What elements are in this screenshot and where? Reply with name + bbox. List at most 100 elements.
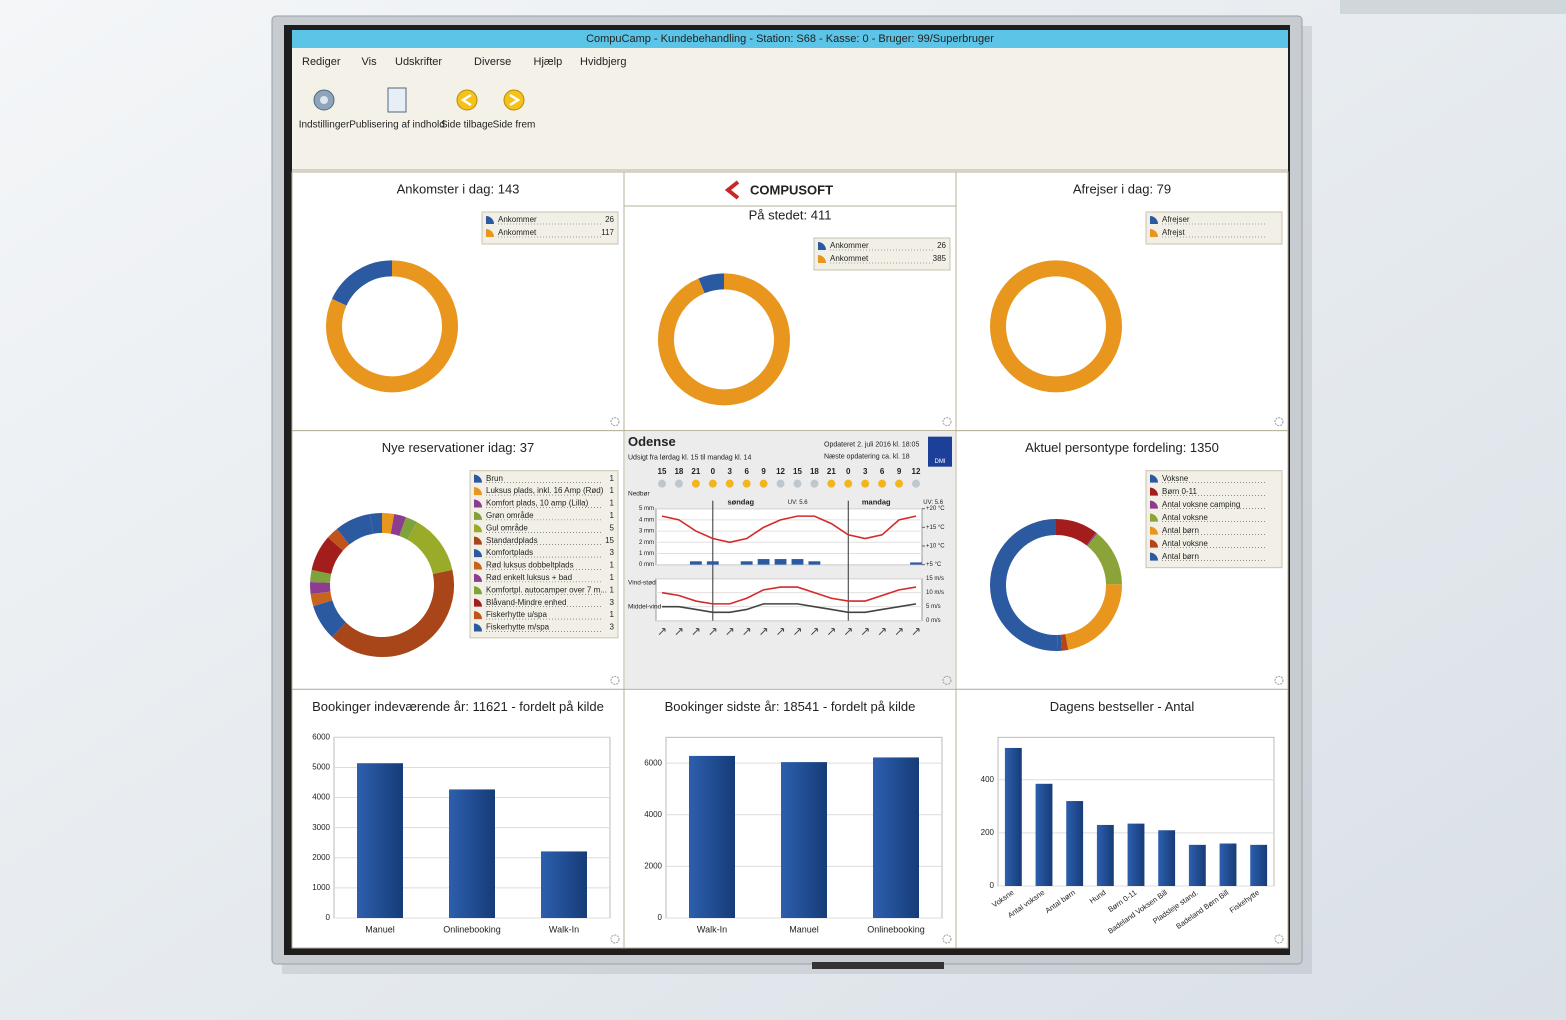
precip-bar — [706, 561, 719, 565]
legend-swatch — [474, 586, 482, 595]
panel-settings[interactable] — [610, 417, 620, 427]
precip-bar — [791, 559, 804, 565]
legend-value: 1 — [610, 511, 615, 520]
nav-arrow — [460, 93, 472, 107]
precip-bar — [757, 559, 770, 565]
donut-slice — [336, 514, 374, 545]
wind-arrow — [844, 628, 852, 636]
legend-label: Antal voksne camping — [1162, 500, 1240, 509]
precip-tick-label: 1 mm — [639, 551, 654, 557]
mean-wind-line — [662, 603, 917, 614]
weather-icon — [759, 479, 768, 488]
legend-value: 117 — [601, 228, 614, 237]
panel-settings[interactable] — [942, 417, 952, 427]
legend-swatch — [818, 255, 826, 263]
legend-value: 5 — [610, 523, 615, 532]
bar — [873, 757, 919, 918]
legend-label: Ankommer — [830, 241, 869, 250]
legend-swatch — [474, 524, 482, 533]
panel-settings[interactable] — [1274, 675, 1284, 685]
bar — [449, 789, 495, 918]
legend-label: Fiskerhytte u/spa — [486, 610, 547, 619]
bar — [781, 762, 827, 918]
donut-slice — [310, 591, 333, 607]
legend-value: 1 — [610, 610, 615, 619]
legend-label: Ankommet — [498, 228, 537, 237]
y-tick-label: 4000 — [644, 810, 662, 819]
panel-settings[interactable] — [1274, 934, 1284, 944]
menu-item[interactable]: Hjælp — [534, 56, 563, 68]
panel-settings[interactable] — [610, 675, 620, 685]
legend-label: Afrejser — [1162, 215, 1190, 224]
menu-item[interactable]: Hvidbjerg — [580, 56, 626, 68]
bar — [1219, 843, 1237, 886]
wind-tick-label: 15 m/s — [926, 576, 944, 582]
hour-label: 12 — [912, 467, 921, 476]
legend-value: 1 — [610, 573, 615, 582]
panel-settings[interactable] — [942, 675, 952, 685]
donut-slice — [390, 514, 406, 537]
legend-value: 1 — [610, 499, 615, 508]
weather-icon — [691, 479, 700, 488]
hour-label: 6 — [880, 467, 885, 476]
donut-slice — [311, 537, 344, 575]
precip-tick-label: 3 mm — [639, 529, 654, 535]
panel-settings[interactable] — [1274, 417, 1284, 427]
bar — [1035, 783, 1053, 886]
hour-label: 3 — [863, 467, 868, 476]
y-tick-label: 3000 — [312, 823, 330, 832]
donut-slice — [1064, 584, 1123, 650]
legend-label: Voksne — [1162, 474, 1189, 483]
y-tick-label: 6000 — [644, 758, 662, 767]
menu-item[interactable]: Rediger — [302, 56, 341, 68]
legend-value: 26 — [937, 241, 946, 250]
wind-arrow — [895, 628, 903, 636]
toolbar-label[interactable]: Side frem — [493, 120, 536, 131]
legend-label: Luksus plads, inkl. 16 Amp (Rød) — [486, 486, 604, 495]
panel-settings[interactable] — [610, 934, 620, 944]
legend-value: 3 — [610, 598, 615, 607]
weather-icon — [742, 479, 751, 488]
toolbar-label[interactable]: Indstillinger — [299, 120, 350, 131]
nav-icon — [503, 89, 525, 111]
donut-slice — [381, 513, 395, 534]
panel-settings[interactable] — [942, 934, 952, 944]
hour-label: 12 — [776, 467, 785, 476]
wind-arrow — [912, 628, 920, 636]
legend-label: Børn 0-11 — [1162, 487, 1198, 496]
weather-icon — [725, 479, 734, 488]
weather-icon — [844, 479, 853, 488]
donut-slice — [1060, 634, 1069, 651]
toolbar-label[interactable]: Side tilbage — [441, 120, 494, 131]
app-window: CompuCamp - Kundebehandling - Station: S… — [291, 30, 1289, 949]
menu-item[interactable]: Udskrifter — [395, 56, 442, 68]
precip-tick-label: 5 mm — [639, 506, 654, 512]
wind-arrow — [726, 628, 734, 636]
menu-item[interactable]: Diverse — [474, 56, 511, 68]
legend-box — [1145, 470, 1283, 569]
provider-logo — [928, 436, 952, 467]
legend-label: Komfortplads — [486, 548, 533, 557]
legend-label: Antal voksne — [1162, 513, 1208, 522]
logo: COMPUSOFT — [750, 182, 833, 197]
y-tick-label: 1000 — [312, 883, 330, 892]
legend-value: 15 — [605, 536, 614, 545]
legend-swatch — [474, 511, 482, 520]
wind-arrow — [743, 628, 751, 636]
precip-label: Nedbør — [628, 490, 651, 497]
legend-swatch — [1150, 552, 1158, 561]
wind-arrow — [811, 628, 818, 636]
toolbar-label[interactable]: Publisering af indhold — [349, 120, 445, 131]
wind-arrow — [760, 628, 768, 636]
precip-tick-label: 2 mm — [639, 540, 654, 546]
menu-item[interactable]: Vis — [362, 56, 378, 68]
mean-wind-label: Middel-vind — [628, 603, 662, 610]
legend-swatch — [474, 474, 482, 483]
plot-area — [655, 508, 923, 566]
y-tick-label: 6000 — [312, 732, 330, 741]
panel-title: Aktuel persontype fordeling: 1350 — [1025, 440, 1219, 455]
legend-label: Ankommet — [830, 254, 869, 263]
legend-swatch — [1150, 474, 1158, 483]
